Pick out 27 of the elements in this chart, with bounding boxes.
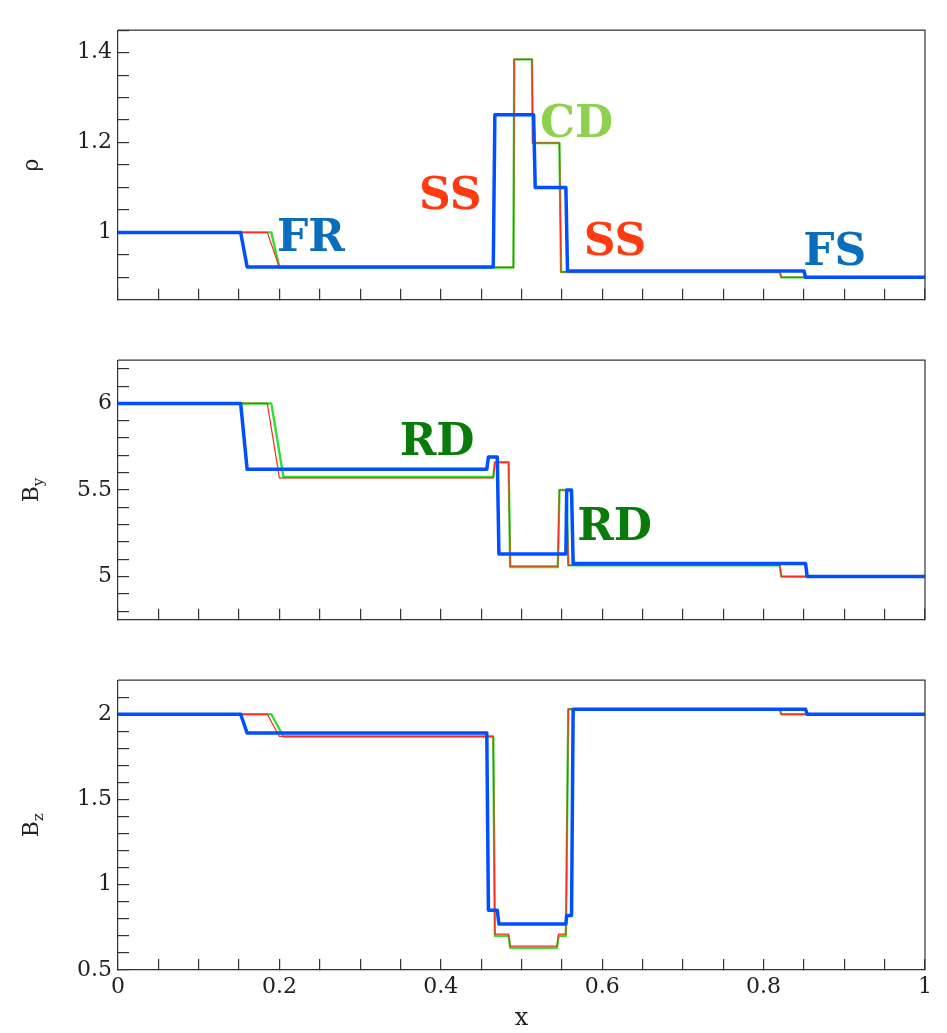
x-tick-label: 0.2 bbox=[261, 972, 297, 998]
x-tick-label: 0.8 bbox=[746, 972, 782, 998]
y-tick-label: 0.5 bbox=[77, 955, 112, 981]
y-tick-label: 1 bbox=[98, 218, 112, 244]
x-tick-label: 1 bbox=[918, 972, 932, 998]
x-tick-label: 0.4 bbox=[423, 972, 459, 998]
x-tick-label: 0 bbox=[111, 972, 125, 998]
y-tick-label: 5 bbox=[98, 562, 112, 588]
annotation: SS bbox=[583, 213, 647, 265]
y-tick-label: 1.5 bbox=[77, 785, 112, 811]
annotation: CD bbox=[540, 96, 614, 148]
annotation: FS bbox=[803, 224, 867, 276]
annotation: RD bbox=[577, 499, 652, 551]
y-tick-label: 2 bbox=[98, 700, 112, 726]
y-axis-title: ρ bbox=[18, 158, 43, 172]
y-tick-label: 1.4 bbox=[77, 38, 112, 64]
x-tick-label: 0.6 bbox=[584, 972, 620, 998]
annotation: FR bbox=[276, 209, 346, 261]
y-tick-label: 1.2 bbox=[77, 128, 112, 154]
annotation: SS bbox=[419, 167, 482, 219]
y-axis-title: Bz bbox=[18, 812, 47, 838]
x-axis-title: x bbox=[514, 1002, 529, 1031]
annotation: RD bbox=[399, 413, 475, 465]
y-tick-label: 1 bbox=[98, 870, 112, 896]
y-tick-label: 5.5 bbox=[77, 475, 112, 501]
y-tick-label: 6 bbox=[98, 389, 112, 415]
y-axis-title: By bbox=[18, 477, 47, 503]
